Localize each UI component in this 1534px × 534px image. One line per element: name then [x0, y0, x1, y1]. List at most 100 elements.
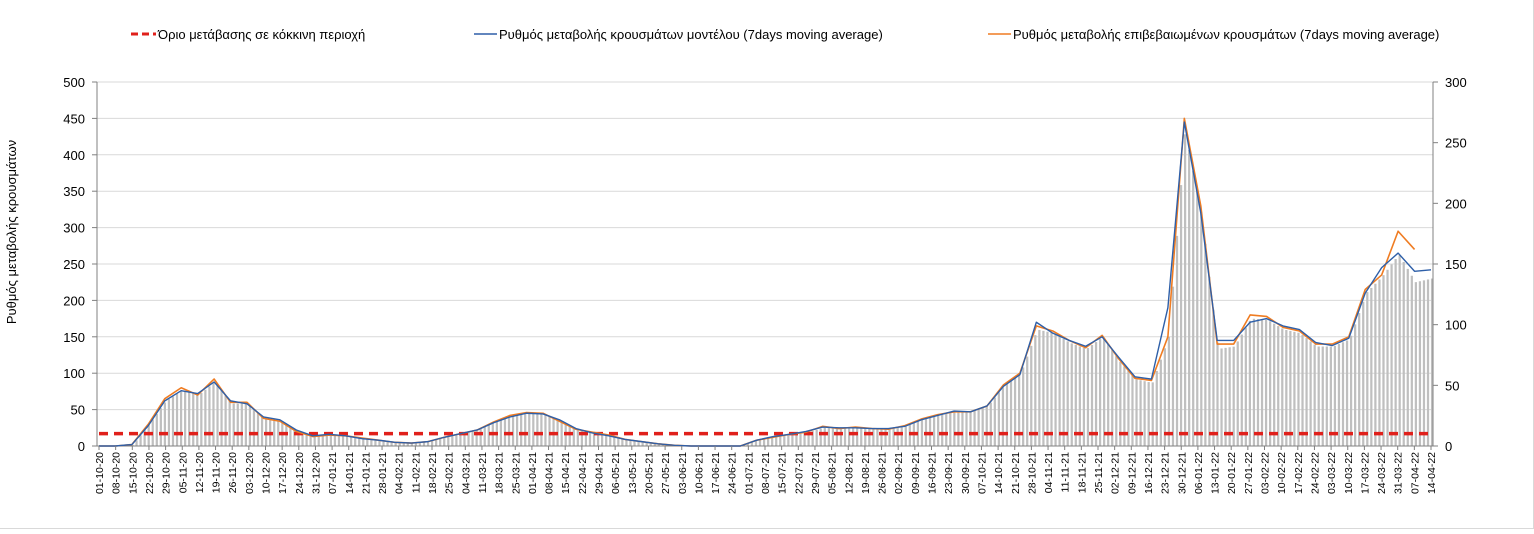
bar-17: [168, 399, 170, 446]
bar-321: [1399, 255, 1401, 446]
x-tick-label-20: 18-02-21: [427, 452, 439, 494]
bar-95: [484, 427, 486, 446]
bar-54: [318, 436, 320, 446]
bar-289: [1269, 321, 1271, 446]
bar-238: [1063, 339, 1065, 446]
bar-65: [362, 439, 364, 446]
bar-188: [860, 428, 862, 446]
bar-118: [577, 429, 579, 446]
x-tick-label-4: 29-10-20: [161, 452, 173, 494]
bar-302: [1322, 347, 1324, 446]
bar-127: [613, 437, 615, 446]
bar-170: [787, 435, 789, 446]
x-tick-label-19: 11-02-21: [410, 452, 422, 493]
bar-270: [1192, 171, 1194, 446]
x-tick-label-38: 24-06-21: [727, 452, 739, 494]
y2-tick-label-4: 200: [1445, 196, 1467, 211]
bar-181: [832, 428, 834, 446]
bar-233: [1042, 331, 1044, 446]
bar-14: [156, 414, 158, 446]
bar-223: [1002, 387, 1004, 446]
bar-288: [1265, 320, 1267, 446]
bar-27: [208, 386, 210, 446]
bar-315: [1374, 284, 1376, 446]
x-tick-label-6: 12-11-20: [194, 452, 206, 493]
bar-179: [824, 428, 826, 446]
bar-165: [767, 438, 769, 446]
bar-264: [1168, 337, 1170, 446]
bar-327: [1423, 280, 1425, 446]
y-axis-title: Ρυθμός μεταβολής κρουσμάτων: [4, 140, 19, 324]
x-tick-label-79: 07-04-22: [1409, 452, 1421, 494]
x-tick-label-29: 22-04-21: [577, 452, 589, 494]
x-tick-label-48: 02-09-21: [893, 452, 905, 494]
bar-239: [1067, 341, 1069, 446]
x-tick-label-21: 25-02-21: [444, 452, 456, 494]
x-tick-label-36: 10-06-21: [693, 452, 705, 494]
x-tick-label-42: 22-07-21: [793, 452, 805, 494]
bar-191: [872, 429, 874, 446]
bar-237: [1058, 337, 1060, 446]
x-tick-label-1: 08-10-20: [111, 452, 123, 494]
bar-185: [848, 428, 850, 446]
bar-291: [1277, 326, 1279, 446]
x-tick-label-28: 15-04-21: [560, 452, 572, 494]
bar-43: [273, 421, 275, 446]
bar-324: [1411, 276, 1413, 446]
bar-197: [897, 428, 899, 446]
bar-276: [1216, 342, 1218, 446]
bar-36: [245, 404, 247, 446]
bar-214: [965, 412, 967, 446]
bar-9: [135, 440, 137, 446]
bar-295: [1293, 332, 1295, 446]
bar-183: [840, 428, 842, 446]
bar-299: [1310, 341, 1312, 446]
bar-277: [1220, 348, 1222, 446]
bar-318: [1386, 270, 1388, 446]
bar-230: [1030, 346, 1032, 446]
bar-40: [261, 417, 263, 446]
bar-307: [1342, 342, 1344, 446]
y-tick-label-2: 100: [63, 366, 85, 381]
legend-item-model: Ρυθμός μεταβολής κρουσμάτων μοντέλου (7d…: [474, 27, 883, 42]
bar-284: [1249, 321, 1251, 446]
bar-131: [629, 441, 631, 446]
bar-182: [836, 428, 838, 446]
bar-25: [200, 393, 202, 446]
bar-18: [172, 396, 174, 446]
bar-172: [795, 434, 797, 446]
bar-163: [759, 440, 761, 446]
bar-249: [1107, 344, 1109, 446]
bar-310: [1354, 324, 1356, 446]
bar-177: [816, 430, 818, 446]
bar-212: [957, 412, 959, 446]
bar-246: [1095, 342, 1097, 446]
bar-207: [937, 416, 939, 446]
bar-28: [212, 383, 214, 446]
x-tick-label-17: 28-01-21: [377, 452, 389, 494]
bar-53: [314, 436, 316, 446]
bar-39: [257, 413, 259, 446]
bar-312: [1362, 302, 1364, 446]
bar-66: [366, 439, 368, 446]
x-tick-label-25: 25-03-21: [510, 452, 522, 494]
bar-248: [1103, 338, 1105, 446]
bar-301: [1318, 347, 1320, 446]
bar-219: [986, 406, 988, 446]
x-tick-label-8: 26-11-20: [227, 452, 239, 493]
bar-171: [791, 435, 793, 446]
x-tick-label-77: 24-03-22: [1376, 452, 1388, 494]
bar-186: [852, 428, 854, 446]
bar-247: [1099, 339, 1101, 446]
bar-63: [354, 438, 356, 446]
bar-12: [148, 425, 150, 446]
x-tick-label-78: 31-03-22: [1393, 452, 1405, 494]
bar-268: [1184, 134, 1186, 446]
bar-283: [1245, 328, 1247, 446]
lines-layer: [99, 118, 1431, 446]
bar-23: [192, 393, 194, 446]
bar-128: [617, 438, 619, 446]
y2-tick-label-5: 250: [1445, 136, 1467, 151]
bar-198: [901, 427, 903, 446]
bar-259: [1148, 382, 1150, 446]
